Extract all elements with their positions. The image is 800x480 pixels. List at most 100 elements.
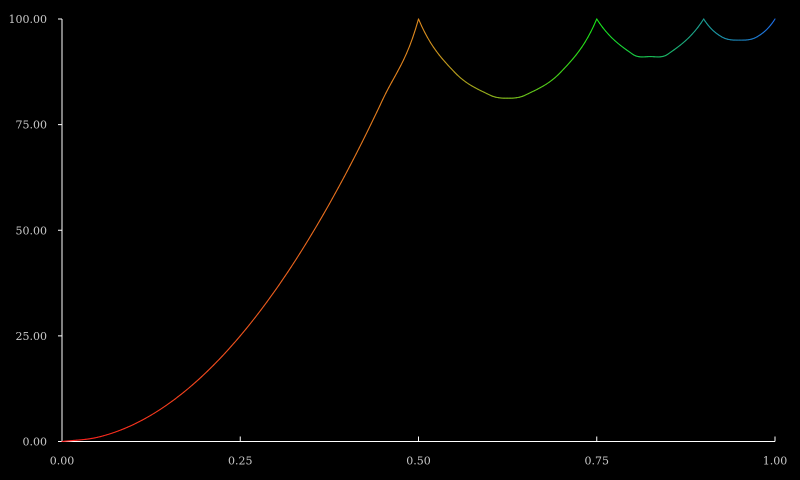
series-line-segment (189, 384, 194, 388)
series-line-segment (230, 342, 235, 347)
series-line-segment (198, 376, 203, 380)
series-line-segment (331, 192, 336, 200)
series-line-segment (569, 58, 574, 63)
series-line-segment (141, 417, 146, 421)
series-line-segment (772, 18, 776, 22)
series-line-segment (355, 147, 360, 155)
series-line-segment (236, 335, 241, 340)
series-line-segment (150, 412, 155, 416)
series-line-segment (245, 324, 250, 330)
series-line-segment (551, 76, 556, 81)
series-line-segment (409, 37, 414, 47)
series-line-segment (694, 26, 699, 32)
x-tick-label: 1.00 (763, 455, 788, 468)
series-line-segment (192, 381, 197, 386)
series-line-segment (159, 407, 164, 411)
series-line-segment (156, 408, 161, 413)
series-line-segment (212, 361, 218, 366)
series-line-segment (444, 61, 449, 67)
series-line-segment (144, 416, 149, 420)
series-line-segment (251, 316, 256, 322)
series-line-segment (207, 367, 212, 372)
series-line-segment (328, 197, 333, 205)
series-line-segment (376, 105, 381, 113)
series-line-segment (426, 36, 431, 43)
series-line-segment (566, 61, 571, 67)
series-line-segment (459, 76, 464, 81)
series-line-segment (346, 164, 351, 172)
series-line-segment (435, 50, 440, 56)
series-line-segment (542, 83, 547, 87)
series-line-segment (195, 378, 200, 383)
series-line-segment (599, 22, 604, 29)
y-tick-label: 75.00 (16, 119, 48, 132)
series-line-segment (180, 391, 185, 396)
series-line-segment (474, 87, 479, 90)
series-line-segment (524, 93, 529, 96)
plot-area (61, 19, 775, 442)
series-line-segment (673, 47, 678, 51)
series-line-segment (628, 51, 633, 55)
series-line-segment (275, 284, 280, 290)
series-line-segment (296, 253, 301, 259)
series-line-segment (358, 141, 363, 149)
series-line-segment (322, 208, 327, 215)
series-line-segment (337, 181, 342, 189)
series-line-segment (697, 22, 702, 29)
series-line-segment (233, 338, 238, 344)
series-line-segment (313, 223, 319, 231)
series-line-segment (685, 37, 690, 41)
series-line-segment (364, 129, 369, 137)
series-line-segment (305, 238, 310, 245)
series-line-segment (242, 328, 247, 333)
series-line-segment (584, 36, 589, 43)
series-line-segment (670, 49, 675, 53)
series-line-segment (572, 54, 577, 60)
series-line-segment (293, 257, 298, 264)
series-line-segment (581, 41, 586, 48)
series-line-segment (611, 37, 616, 41)
series-line-segment (587, 31, 592, 38)
y-tick-label: 25.00 (16, 330, 48, 343)
series-line-segment (560, 68, 565, 73)
series-line-segment (204, 370, 209, 375)
series-line-segment (370, 117, 375, 125)
series-line-segment (468, 83, 473, 87)
series-line-segment (614, 39, 619, 44)
series-line-segment (319, 213, 324, 220)
series-line-segment (450, 68, 455, 73)
series-line-segment (486, 93, 491, 96)
series-line-segment (679, 42, 684, 46)
data-series-line (61, 18, 776, 443)
series-line-segment (284, 271, 289, 278)
series-line-segment (168, 400, 173, 405)
series-line-segment (138, 419, 143, 423)
series-line-segment (269, 293, 274, 299)
series-line-segment (563, 64, 568, 70)
series-line-segment (400, 59, 405, 67)
series-line-segment (578, 46, 583, 52)
series-line-segment (539, 85, 544, 89)
series-line-segment (554, 74, 559, 79)
y-tick-label: 50.00 (16, 224, 48, 237)
series-line-segment (316, 218, 322, 226)
series-line-segment (218, 355, 223, 360)
series-line-segment (352, 153, 357, 161)
series-line-segment (465, 81, 470, 85)
series-line-segment (477, 88, 482, 92)
series-line-segment (227, 345, 232, 351)
series-line-segment (382, 92, 387, 100)
series-line-segment (278, 280, 283, 286)
series-line-segment (391, 76, 396, 83)
series-line-segment (412, 28, 417, 39)
x-tick-label: 0.25 (228, 455, 253, 468)
series-line-segment (575, 50, 580, 56)
series-line-segment (545, 81, 550, 85)
series-line-segment (367, 123, 372, 131)
series-line-segment (385, 86, 390, 94)
series-line-segment (186, 386, 191, 391)
series-line-segment (429, 41, 434, 48)
y-tick-label: 0.00 (23, 436, 48, 449)
y-tick-label: 100.00 (9, 13, 48, 26)
series-line-segment (361, 135, 366, 143)
